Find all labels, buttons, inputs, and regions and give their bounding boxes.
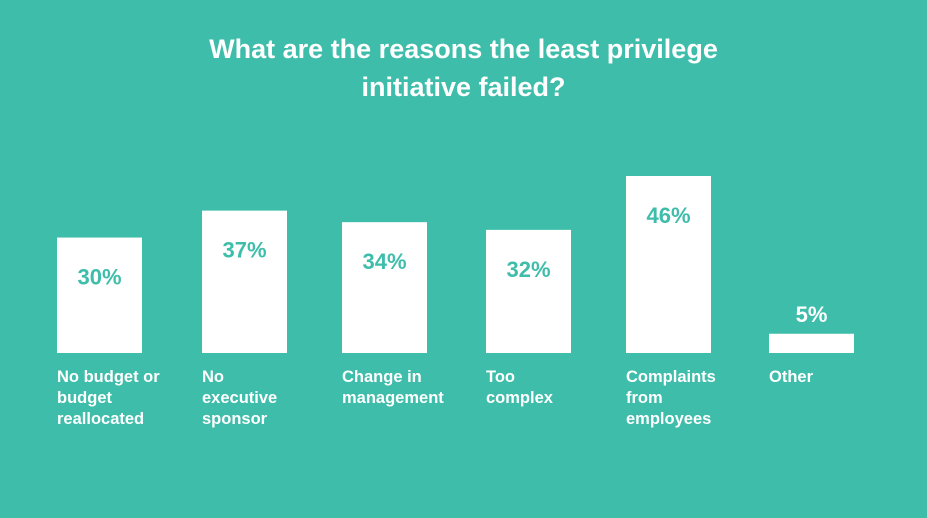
category-label-line: reallocated bbox=[57, 410, 145, 428]
category-label-line: budget bbox=[57, 389, 112, 407]
category-label-line: Complaints bbox=[626, 368, 716, 386]
category-label-line: No budget or bbox=[57, 368, 160, 386]
category-label-line: Other bbox=[769, 368, 814, 386]
category-label-line: Too bbox=[486, 368, 516, 386]
bar-3 bbox=[342, 222, 427, 353]
category-label-3: Change in management bbox=[342, 367, 472, 409]
chart-title-line-1: What are the reasons the least privilege bbox=[209, 34, 718, 64]
category-label-2: No executive sponsor bbox=[202, 367, 332, 430]
category-label-line: Change in bbox=[342, 368, 422, 386]
category-label-4: Too complex bbox=[486, 367, 616, 409]
category-label-5: Complaints from employees bbox=[626, 367, 756, 430]
bar-4 bbox=[486, 229, 571, 353]
category-label-line: from bbox=[626, 389, 663, 407]
bar-5 bbox=[626, 176, 711, 353]
bar-1 bbox=[57, 237, 142, 353]
bar-2 bbox=[202, 210, 287, 353]
category-label-6: Other bbox=[769, 367, 899, 388]
category-label-line: complex bbox=[486, 389, 553, 407]
category-label-line: No bbox=[202, 368, 224, 386]
category-label-line: management bbox=[342, 389, 444, 407]
chart-title: What are the reasons the least privilege… bbox=[0, 30, 927, 106]
value-label-1: 30% bbox=[77, 265, 121, 290]
value-label-6: 5% bbox=[796, 302, 828, 327]
category-label-line: executive bbox=[202, 389, 278, 407]
category-label-1: No budget or budget reallocated bbox=[57, 367, 187, 430]
value-label-3: 34% bbox=[362, 249, 406, 274]
value-label-5: 46% bbox=[646, 203, 690, 228]
chart-title-line-2: initiative failed? bbox=[361, 72, 566, 102]
bar-6 bbox=[769, 333, 854, 353]
category-label-line: employees bbox=[626, 410, 712, 428]
category-label-line: sponsor bbox=[202, 410, 268, 428]
value-label-4: 32% bbox=[506, 257, 550, 282]
value-label-2: 37% bbox=[222, 238, 266, 263]
